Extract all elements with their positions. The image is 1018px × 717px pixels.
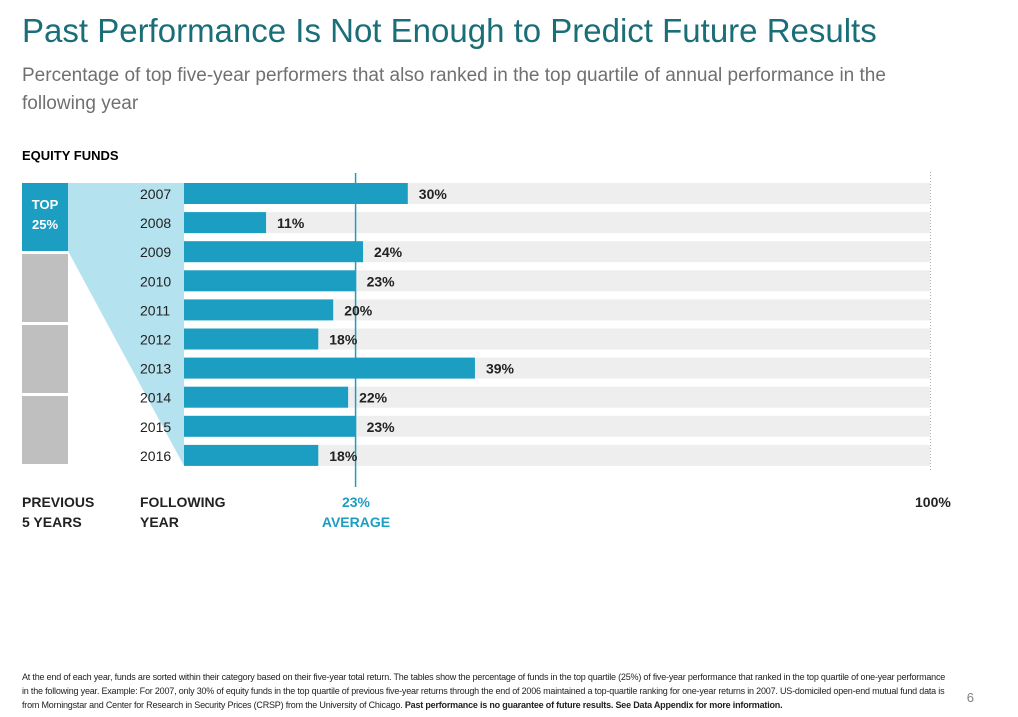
bar-2011 <box>184 299 334 321</box>
page-number: 6 <box>966 690 974 705</box>
bar-value-labels: 30% 11% 24% 23% 20% 18% 39% 22% 23% 18% <box>277 186 514 464</box>
previous-5-years-label: PREVIOUS 5 YEARS <box>22 492 94 532</box>
following-sub-label: YEAR <box>140 514 179 530</box>
footnote-disclaimer: Past performance is no guarantee of futu… <box>404 700 783 710</box>
bar-2008 <box>184 212 267 234</box>
bar-2014 <box>184 386 349 408</box>
category-label: 2013 <box>140 361 171 377</box>
category-label: 2015 <box>140 419 171 435</box>
category-label: 2009 <box>140 244 171 260</box>
quartile-block <box>22 325 68 393</box>
bar-track <box>184 270 930 292</box>
page-subtitle: Percentage of top five-year performers t… <box>22 65 886 114</box>
bar-value-label: 11% <box>277 215 305 231</box>
category-label: 2008 <box>140 215 171 231</box>
following-label: FOLLOWING <box>140 494 226 510</box>
bar-track <box>184 299 930 321</box>
previous-label: PREVIOUS <box>22 494 95 510</box>
top-quartile-label: TOP <box>32 197 59 212</box>
category-labels: 2007 2008 2009 2010 2011 2012 2013 2014 2015 2016 <box>140 186 171 464</box>
bar-2012 <box>184 328 319 350</box>
footnote: At the end of each year, funds are sorte… <box>22 670 952 712</box>
quartile-column: TOP 25% <box>22 183 68 464</box>
average-text: AVERAGE <box>321 514 391 530</box>
average-value: 23% <box>341 494 371 510</box>
top-quartile-block <box>22 183 68 251</box>
bar-value-label: 24% <box>374 244 403 260</box>
bar-series <box>184 183 475 466</box>
bar-value-label: 20% <box>344 302 373 318</box>
bar-value-label: 23% <box>367 419 396 435</box>
top-quartile-value: 25% <box>32 217 58 232</box>
category-label: 2012 <box>140 332 171 348</box>
bar-value-label: 23% <box>367 273 396 289</box>
bar-value-label: 18% <box>329 332 358 348</box>
quartile-wedge <box>68 183 184 466</box>
max-axis-label: 100% <box>915 494 951 510</box>
category-label: 2010 <box>140 273 171 289</box>
page-title: Past Performance Is Not Enough to Predic… <box>22 12 877 49</box>
bar-2009 <box>184 241 364 263</box>
bar-track <box>184 212 930 234</box>
category-label: 2016 <box>140 448 171 464</box>
previous-sub-label: 5 YEARS <box>22 514 82 530</box>
bar-2015 <box>184 415 356 437</box>
bar-value-label: 30% <box>419 186 448 202</box>
bar-value-label: 22% <box>359 390 388 406</box>
bar-value-label: 18% <box>329 448 358 464</box>
bar-track <box>184 241 930 263</box>
bar-2016 <box>184 444 319 466</box>
average-label: 23% AVERAGE <box>300 492 412 532</box>
category-label: 2014 <box>140 390 171 406</box>
bar-2013 <box>184 357 475 379</box>
bar-track <box>184 444 930 466</box>
bar-track <box>184 386 930 408</box>
footnote-text: At the end of each year, funds are sorte… <box>22 672 946 710</box>
bar-track <box>184 328 930 350</box>
bar-2007 <box>184 183 408 204</box>
quartile-wedge-shape <box>68 183 184 466</box>
quartile-block <box>22 396 68 464</box>
bar-value-label: 39% <box>486 361 515 377</box>
bar-track <box>184 415 930 437</box>
section-label: EQUITY FUNDS <box>22 148 119 163</box>
category-label: 2007 <box>140 186 171 202</box>
quartile-block <box>22 254 68 322</box>
bar-2010 <box>184 270 356 292</box>
following-year-label: FOLLOWING YEAR <box>140 492 226 532</box>
category-label: 2011 <box>140 302 170 318</box>
